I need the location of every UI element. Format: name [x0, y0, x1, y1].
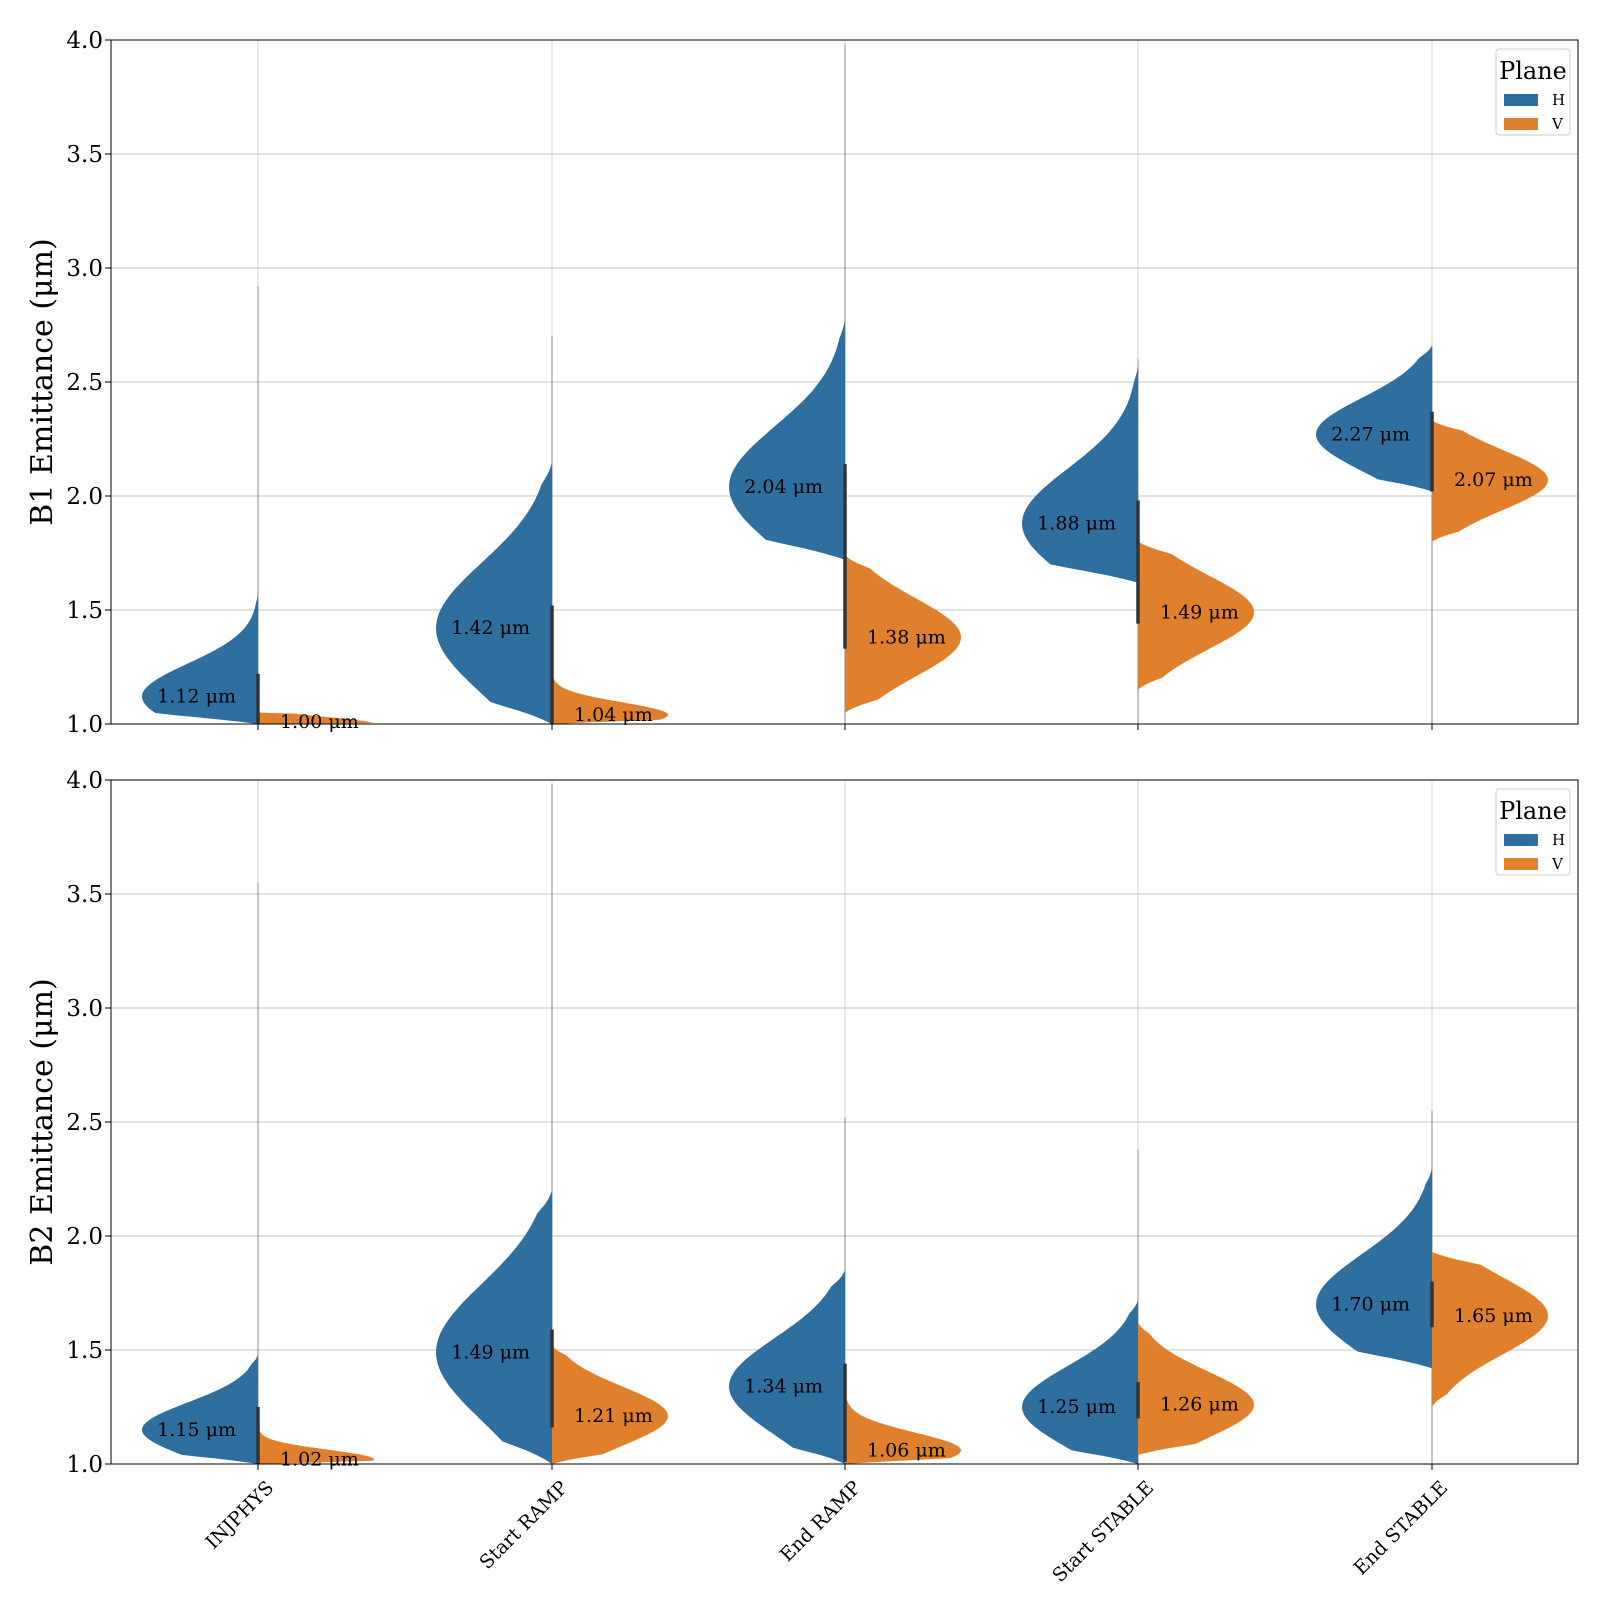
violin-h-0: [142, 1354, 258, 1464]
y-axis-label: B1 Emittance (μm): [25, 238, 60, 525]
legend-entry-v: V: [1551, 855, 1564, 873]
violin-h-1: [436, 461, 552, 724]
violin-h-4: [1316, 345, 1432, 492]
legend-entry-h: H: [1552, 831, 1565, 849]
legend-swatch-v: [1504, 858, 1538, 870]
chart-panel-2: 1.0 1.5 2.0 2.5 3.0 3.5 4.0 B2 Emittance (μm) 1.…: [25, 768, 1579, 1587]
violin-h-3: [1022, 363, 1138, 583]
violin-v-3: [1138, 1322, 1254, 1455]
y-tick-label: 2.0: [66, 484, 103, 510]
value-label-h: 2.04 μm: [744, 476, 823, 498]
legend-box: [1495, 48, 1571, 136]
violin-v-2: [845, 555, 961, 713]
plot-frame: [110, 779, 1579, 1465]
value-label-h: 1.49 μm: [451, 1341, 530, 1363]
value-label-v: 1.00 μm: [280, 711, 359, 733]
y-tick-label: 3.0: [66, 996, 103, 1022]
y-axis-label: B2 Emittance (μm): [25, 978, 60, 1265]
violin-v-4: [1432, 1251, 1548, 1407]
x-category-label: Start RAMP: [475, 1477, 572, 1574]
violin-v-1: [552, 1345, 668, 1464]
violin-h-0: [142, 591, 258, 724]
y-tick-label: 2.5: [66, 370, 103, 396]
value-label-v: 1.02 μm: [280, 1448, 359, 1470]
value-label-h: 2.27 μm: [1331, 423, 1410, 445]
value-label-h: 1.42 μm: [451, 617, 530, 639]
y-tick-label: 2.0: [66, 1224, 103, 1250]
legend-swatch-h: [1504, 834, 1538, 846]
y-tick-label: 2.5: [66, 1110, 103, 1136]
violin-h-4: [1316, 1167, 1432, 1369]
value-label-h: 1.88 μm: [1037, 512, 1116, 534]
value-label-h: 1.70 μm: [1331, 1293, 1410, 1315]
legend-title: Plane: [1499, 797, 1567, 825]
legend-title: Plane: [1499, 57, 1567, 85]
violin-h-2: [729, 1270, 845, 1464]
y-tick-label: 4.0: [66, 28, 103, 54]
y-tick-label: 1.0: [66, 1452, 103, 1478]
legend: Plane HV: [1495, 788, 1571, 876]
x-category-label: End STABLE: [1350, 1477, 1453, 1580]
violin-h-3: [1022, 1299, 1138, 1464]
y-tick-label: 1.5: [66, 598, 103, 624]
violin-v-3: [1138, 541, 1254, 690]
violin-h-2: [729, 318, 845, 560]
violin-v-4: [1432, 420, 1548, 542]
x-category-label: Start STABLE: [1048, 1477, 1158, 1587]
violin-v-2: [845, 1393, 961, 1464]
value-label-v: 1.49 μm: [1160, 601, 1239, 623]
legend-box: [1495, 788, 1571, 876]
violin-v-0: [258, 1425, 374, 1464]
value-label-v: 2.07 μm: [1454, 469, 1533, 491]
legend-swatch-h: [1504, 94, 1538, 106]
value-label-v: 1.21 μm: [574, 1405, 653, 1427]
value-label-h: 1.25 μm: [1037, 1396, 1116, 1418]
value-label-h: 1.12 μm: [157, 686, 236, 708]
y-tick-label: 4.0: [66, 768, 103, 794]
y-tick-label: 1.0: [66, 712, 103, 738]
y-tick-label: 3.5: [66, 882, 103, 908]
y-tick-label: 1.5: [66, 1338, 103, 1364]
chart-panel-1: 1.0 1.5 2.0 2.5 3.0 3.5 4.0 B1 Emittance (μm) 1.…: [25, 28, 1579, 738]
violin-v-0: [258, 712, 373, 724]
value-label-v: 1.06 μm: [867, 1439, 946, 1461]
x-category-label: INJPHYS: [201, 1477, 278, 1554]
violin-v-1: [552, 673, 668, 724]
value-label-v: 1.65 μm: [1454, 1305, 1533, 1327]
value-label-h: 1.15 μm: [157, 1419, 236, 1441]
y-tick-label: 3.0: [66, 256, 103, 282]
legend-swatch-v: [1504, 118, 1538, 130]
legend-entry-h: H: [1552, 91, 1565, 109]
plot-frame: [110, 39, 1579, 725]
value-label-v: 1.04 μm: [574, 704, 653, 726]
x-category-label: End RAMP: [776, 1477, 866, 1567]
value-label-h: 1.34 μm: [744, 1375, 823, 1397]
legend: Plane HV: [1495, 48, 1571, 136]
y-tick-label: 3.5: [66, 142, 103, 168]
value-label-v: 1.38 μm: [867, 626, 946, 648]
violin-h-1: [436, 1190, 552, 1464]
value-label-v: 1.26 μm: [1160, 1394, 1239, 1416]
legend-entry-v: V: [1551, 115, 1564, 133]
